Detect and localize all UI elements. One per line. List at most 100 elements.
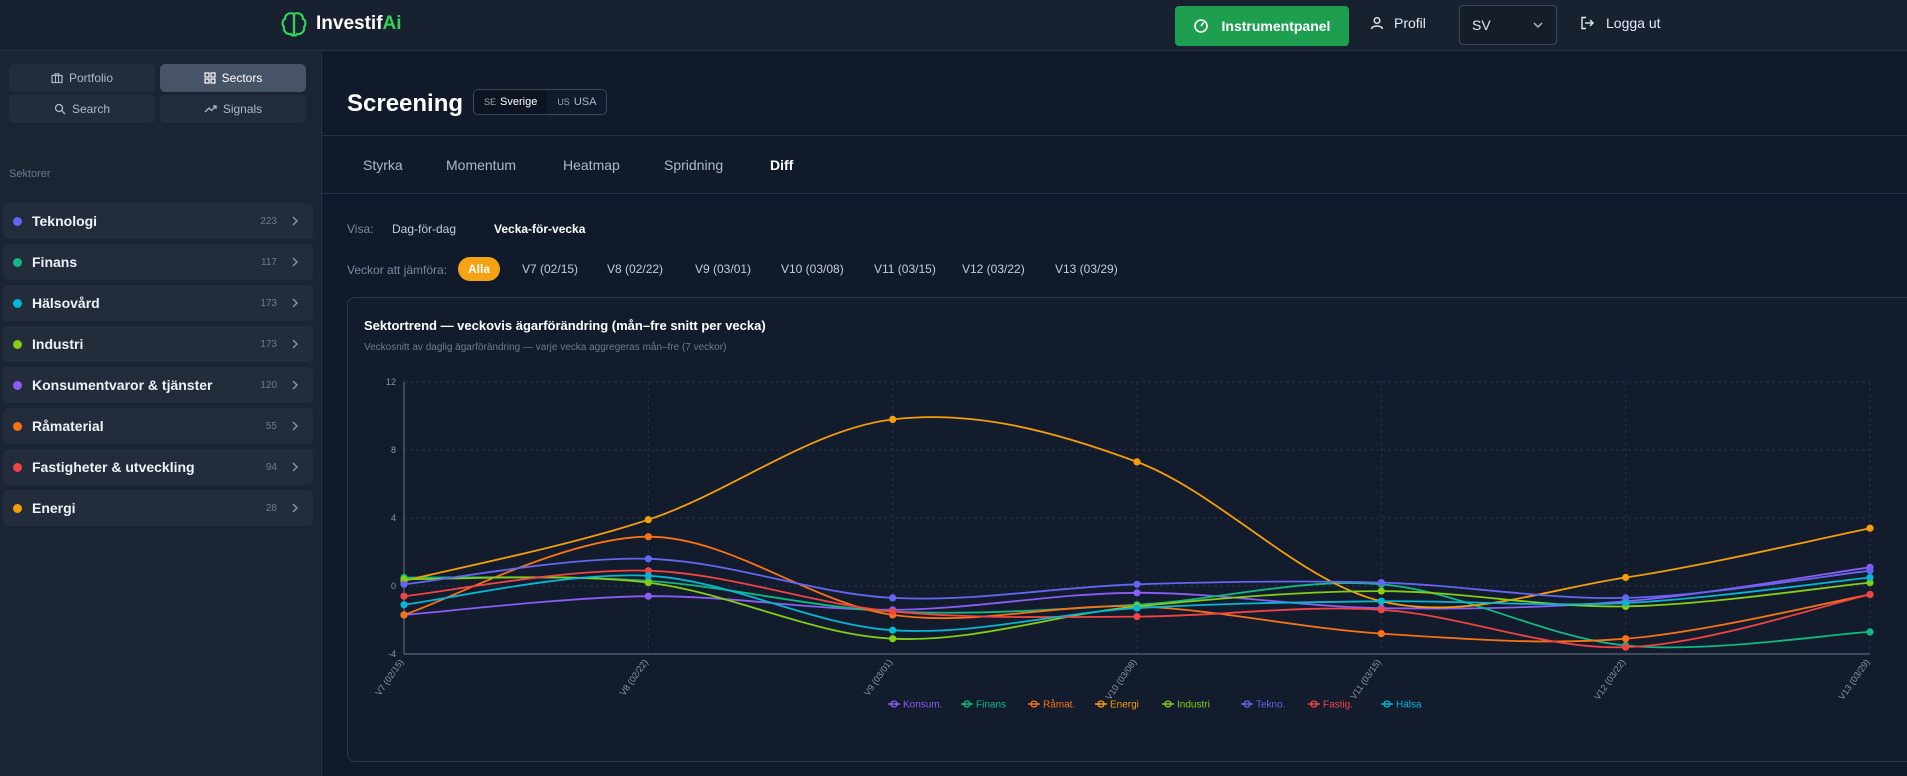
legend-swatch-dot <box>890 700 898 708</box>
data-point <box>1622 635 1630 643</box>
brand-logo[interactable]: InvestifAi <box>280 10 402 38</box>
week-pill-alla[interactable]: Alla <box>458 257 501 281</box>
data-point <box>1377 630 1385 638</box>
sidebar-nav-sectors[interactable]: Sectors <box>160 64 306 92</box>
week-pill-v9[interactable]: V9 (03/01) <box>695 262 752 276</box>
week-pill-v13[interactable]: V13 (03/29) <box>1055 262 1118 276</box>
x-tick-label: V7 (02/15) <box>373 657 405 697</box>
data-point <box>1133 613 1141 621</box>
data-point <box>1622 573 1630 582</box>
sector-label: Fastigheter & utveckling <box>32 459 195 475</box>
data-point <box>1866 567 1874 575</box>
sector-color-dot <box>13 380 22 390</box>
y-tick-label: -4 <box>388 649 396 659</box>
logout-label: Logga ut <box>1606 15 1661 31</box>
chevron-right-icon <box>292 462 298 472</box>
data-point <box>889 415 897 423</box>
tab-heatmap[interactable]: Heatmap <box>563 157 620 173</box>
chart-card <box>347 297 1907 762</box>
legend-label: Fastig. <box>1323 700 1353 711</box>
data-point <box>1377 587 1385 595</box>
view-option-week[interactable]: Vecka-för-vecka <box>494 222 586 236</box>
sectors-heading: Sektorer <box>9 168 51 180</box>
data-point <box>1133 604 1141 612</box>
sidebar-nav-portfolio[interactable]: Portfolio <box>9 64 155 92</box>
sidebar-nav-signals[interactable]: Signals <box>160 95 306 123</box>
market-option-se[interactable]: SE Sverige <box>474 90 548 114</box>
chevron-right-icon <box>292 380 298 390</box>
weeks-label: Veckor att jämföra: <box>347 263 448 277</box>
sector-count: 173 <box>260 338 277 350</box>
sector-item-ramaterial[interactable]: Råmaterial 55 <box>3 408 313 444</box>
sidebar: Portfolio Sectors Search Signals Sektore… <box>0 51 322 776</box>
sector-count: 223 <box>260 215 277 227</box>
legend-swatch-dot <box>1383 700 1391 708</box>
data-point <box>1377 597 1385 605</box>
week-pill-v8[interactable]: V8 (02/22) <box>607 262 664 276</box>
sector-label: Energi <box>32 500 76 516</box>
legend-swatch-dot <box>1030 700 1038 708</box>
x-tick-label: V11 (03/15) <box>1348 657 1383 701</box>
legend-swatch-dot <box>1243 700 1251 708</box>
divider <box>322 135 1907 136</box>
sector-item-energi[interactable]: Energi 28 <box>3 490 313 526</box>
x-tick-label: V9 (03/01) <box>862 657 894 697</box>
sector-color-dot <box>13 298 22 308</box>
y-tick-label: 12 <box>386 377 396 387</box>
brand-name-main: Investif <box>316 13 383 34</box>
week-pill-v7[interactable]: V7 (02/15) <box>522 262 579 276</box>
sector-label: Konsumentvaror & tjänster <box>32 377 213 393</box>
grid-icon <box>204 72 216 84</box>
search-icon <box>54 103 66 115</box>
data-point <box>1133 458 1141 466</box>
profile-label: Profil <box>1394 15 1426 31</box>
legend-label: Konsum. <box>903 700 942 711</box>
language-select[interactable]: SV <box>1459 5 1557 45</box>
trend-icon <box>204 105 217 113</box>
chevron-right-icon <box>292 257 298 267</box>
legend-swatch-dot <box>963 700 971 708</box>
sector-item-halsovard[interactable]: Hälsovård 173 <box>3 285 313 321</box>
week-pill-v10[interactable]: V10 (03/08) <box>781 262 844 276</box>
sector-item-teknologi[interactable]: Teknologi 223 <box>3 203 313 239</box>
sector-color-dot <box>13 503 22 513</box>
sector-count: 120 <box>260 379 277 391</box>
tab-spridning[interactable]: Spridning <box>664 157 724 173</box>
brand-name-accent: Ai <box>382 13 402 34</box>
sector-item-fastigheter[interactable]: Fastigheter & utveckling 94 <box>3 449 313 485</box>
profile-link[interactable]: Profil <box>1370 15 1426 31</box>
sector-color-dot <box>13 339 22 349</box>
sector-label: Hälsovård <box>32 295 100 311</box>
week-pill-v12[interactable]: V12 (03/22) <box>962 262 1025 276</box>
chart-title: Sektortrend — veckovis ägarförändring (m… <box>364 318 766 333</box>
data-point <box>400 575 408 583</box>
sidebar-nav-search-label: Search <box>71 102 111 116</box>
legend-label: Finans <box>976 700 1006 711</box>
sector-item-konsumentvaror[interactable]: Konsumentvaror & tjänster 120 <box>3 367 313 403</box>
week-pill-v11[interactable]: V11 (03/15) <box>874 262 936 276</box>
x-tick-label: V8 (02/22) <box>618 657 650 697</box>
tab-styrka[interactable]: Styrka <box>363 157 403 173</box>
divider <box>322 193 1907 194</box>
chevron-right-icon <box>292 216 298 226</box>
data-point <box>1622 594 1630 602</box>
dashboard-button[interactable]: Instrumentpanel <box>1175 6 1349 46</box>
sector-item-finans[interactable]: Finans 117 <box>3 244 313 280</box>
tab-diff[interactable]: Diff <box>770 157 794 173</box>
data-point <box>1622 599 1630 607</box>
language-value: SV <box>1472 17 1491 33</box>
data-point <box>644 579 652 587</box>
tab-momentum[interactable]: Momentum <box>446 157 517 173</box>
data-point <box>1866 628 1874 636</box>
sector-label: Råmaterial <box>32 418 104 434</box>
sector-count: 55 <box>265 420 277 432</box>
logout-link[interactable]: Logga ut <box>1580 15 1661 31</box>
view-option-day[interactable]: Dag-för-dag <box>392 222 457 236</box>
market-option-us[interactable]: US USA <box>547 90 606 114</box>
sidebar-nav-search[interactable]: Search <box>9 95 155 123</box>
data-point <box>1866 590 1874 599</box>
market-label: Sverige <box>500 96 538 108</box>
sector-label: Teknologi <box>32 213 98 229</box>
data-point <box>644 533 652 541</box>
sector-item-industri[interactable]: Industri 173 <box>3 326 313 362</box>
